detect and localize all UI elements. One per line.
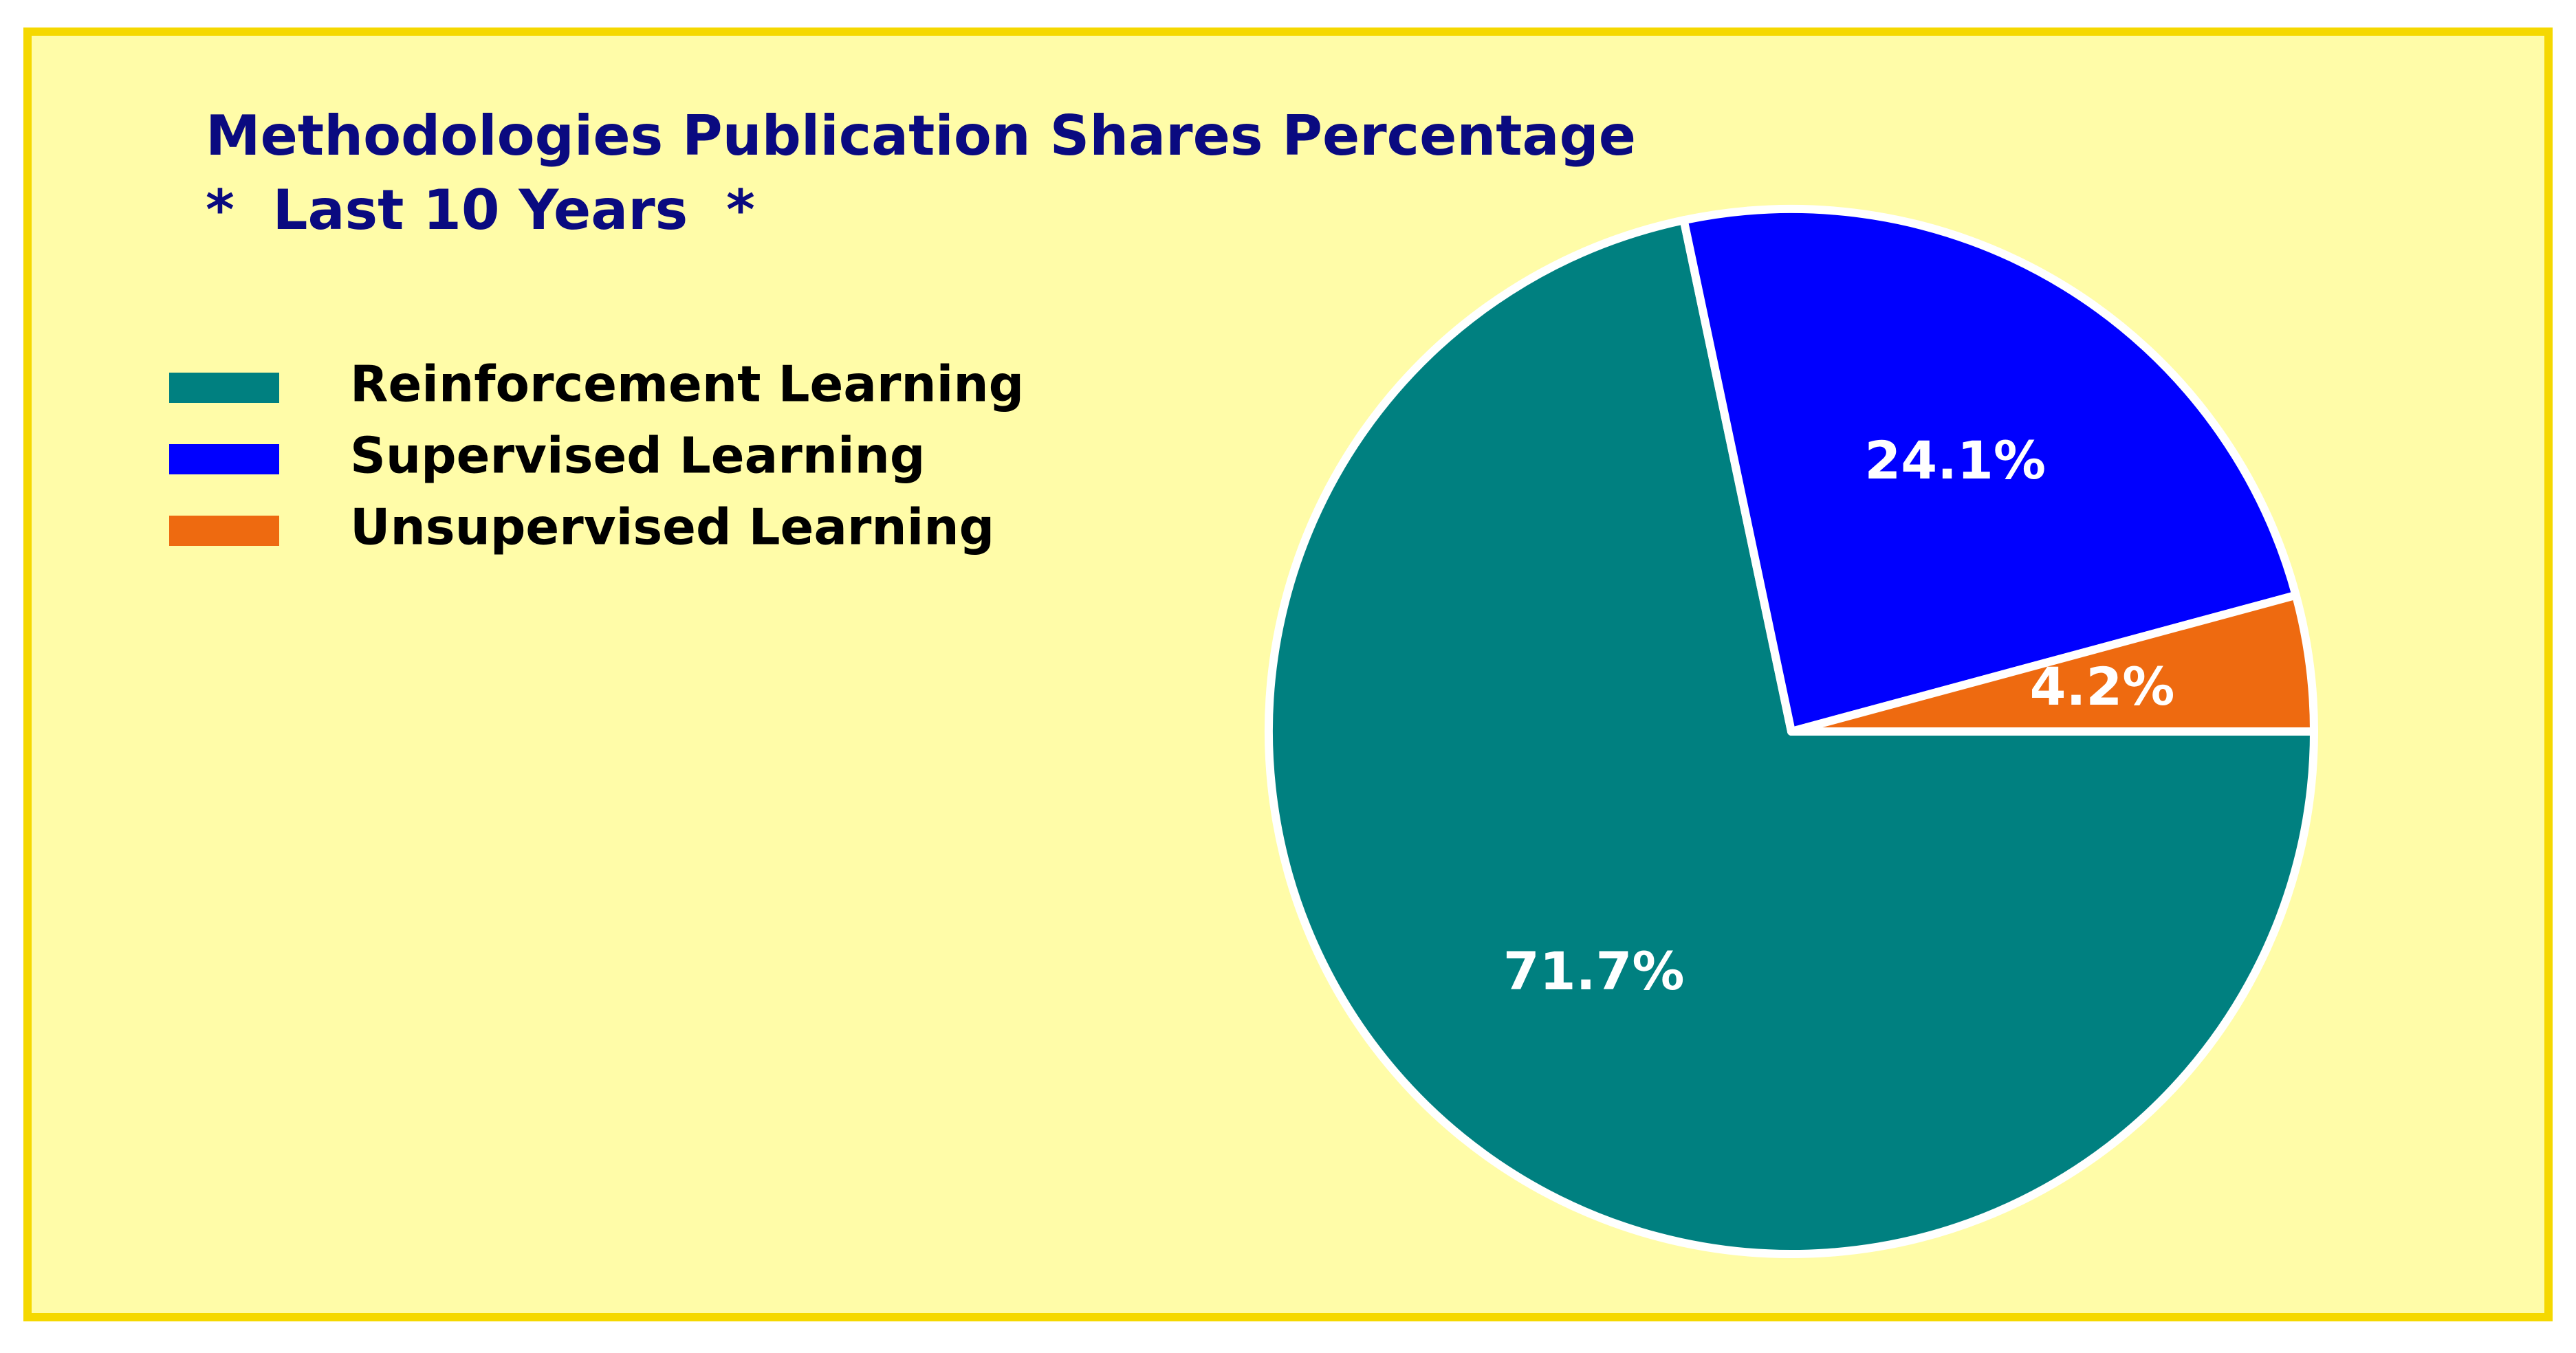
legend-label: Supervised Learning [350, 427, 925, 485]
legend-label: Unsupervised Learning [350, 498, 994, 556]
pie-slice [1787, 591, 2318, 736]
pie-slice [1679, 205, 2300, 736]
chart-title: Methodologies Publication Shares Percent… [206, 104, 1636, 168]
legend-label: Reinforcement Learning [350, 355, 1024, 413]
slice-label: 71.7% [1503, 940, 1685, 1002]
slice-label: 4.2% [2030, 656, 2175, 717]
legend-swatch [169, 516, 279, 546]
legend-swatch [169, 444, 279, 474]
slice-label: 24.1% [1864, 430, 2046, 491]
chart-subtitle: * Last 10 Years * [206, 178, 755, 242]
legend-swatch [169, 373, 279, 403]
pie-slice [1265, 216, 2318, 1258]
